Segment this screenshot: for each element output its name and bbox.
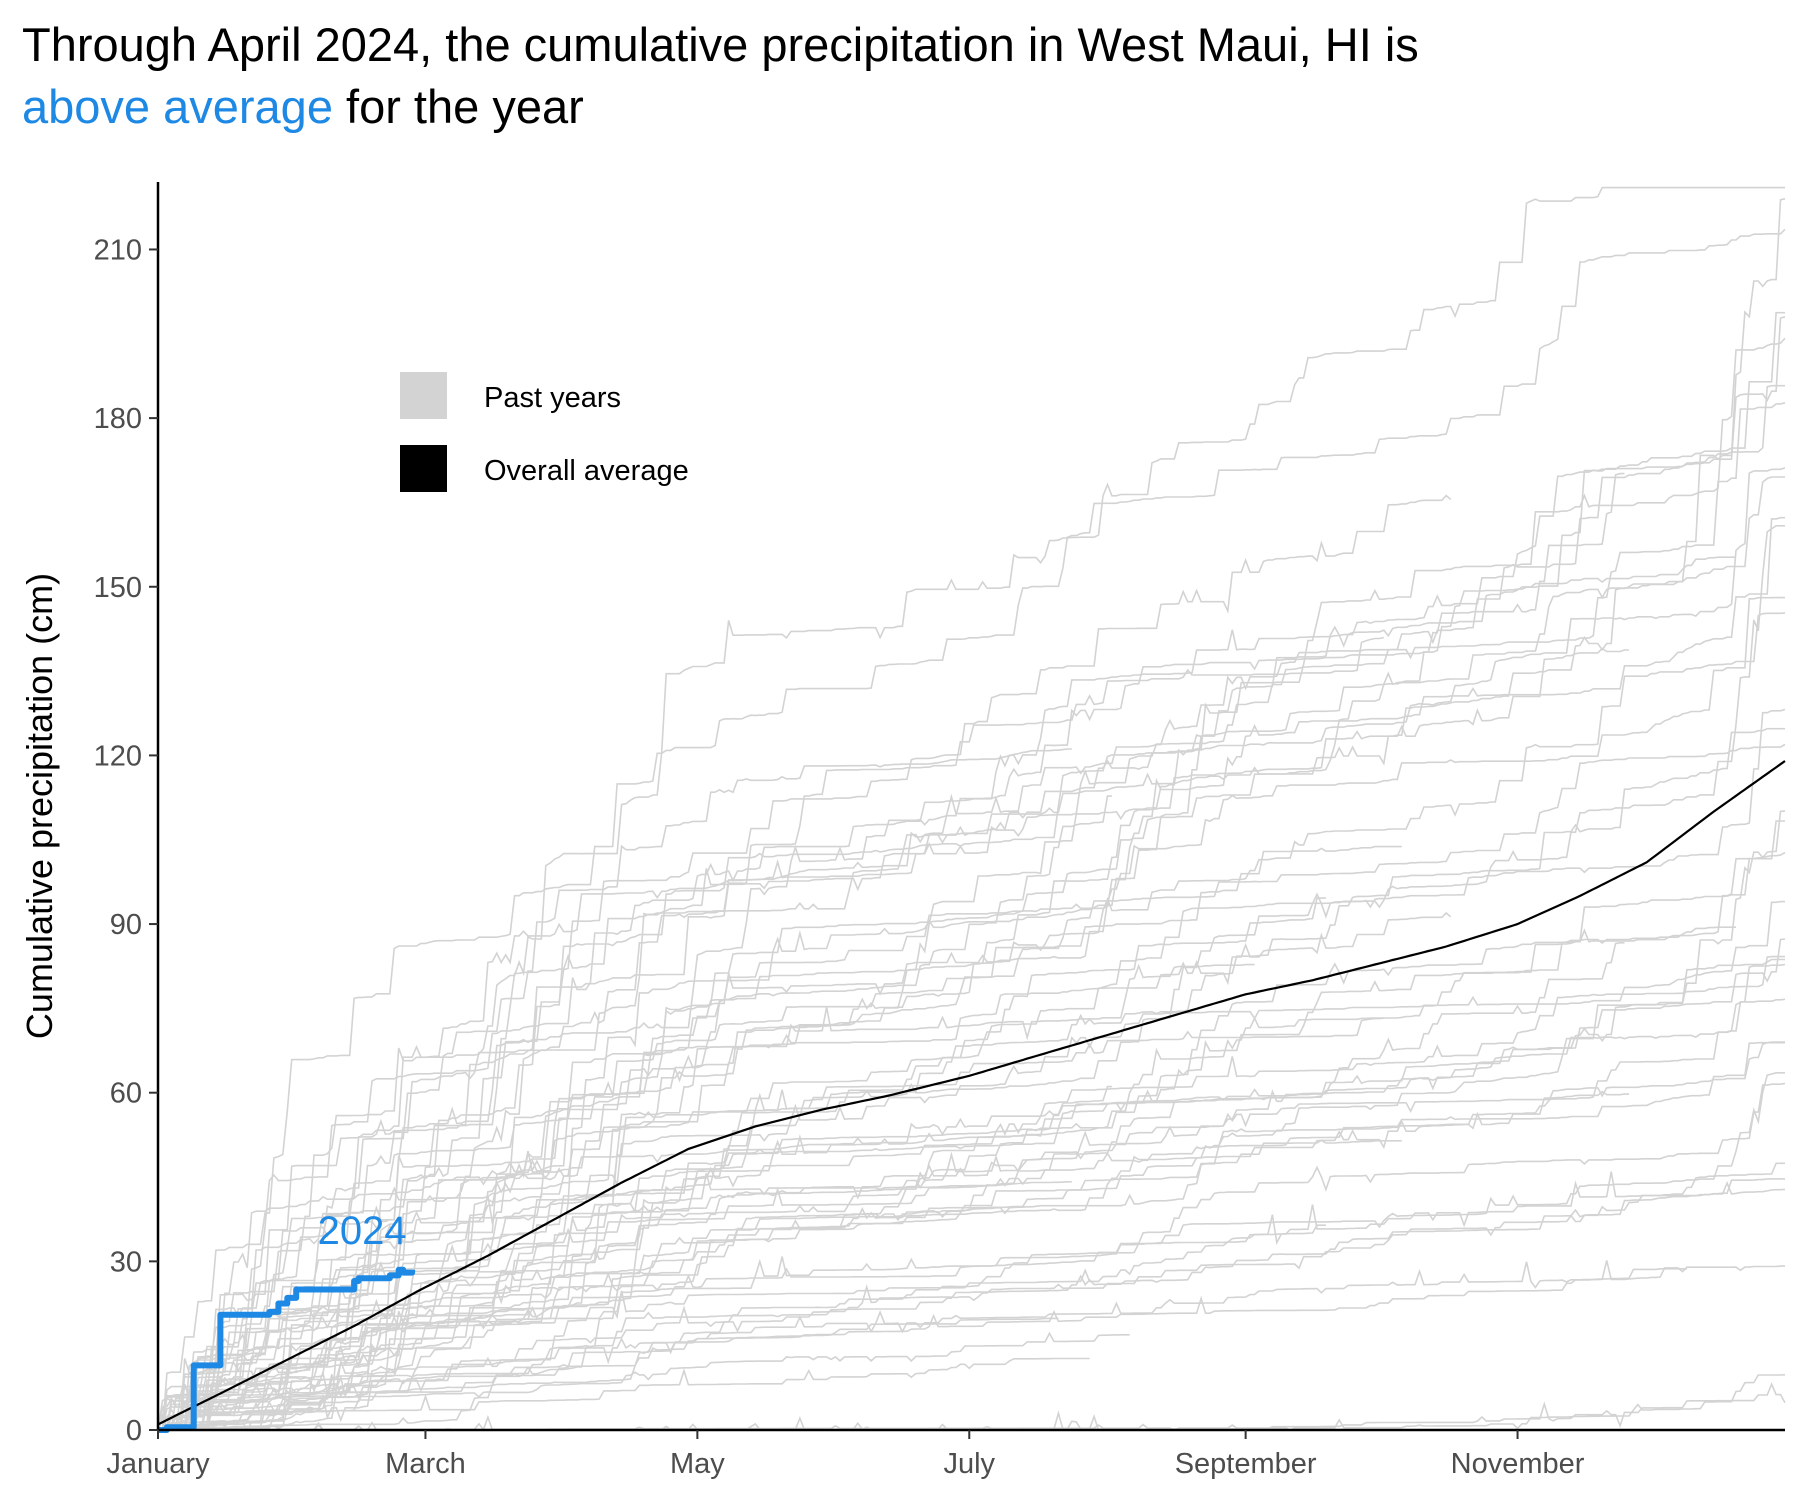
average-line-group bbox=[157, 760, 1786, 1426]
past-year-line bbox=[158, 810, 1786, 1431]
past-year-line bbox=[158, 926, 1736, 1431]
past-year-line bbox=[158, 955, 1785, 1431]
past-year-line bbox=[158, 963, 1786, 1431]
title-highlight: above average bbox=[22, 80, 333, 133]
y-tick-label: 90 bbox=[110, 909, 142, 941]
past-year-line bbox=[158, 647, 1629, 1431]
past-year-line bbox=[158, 900, 1785, 1431]
past-year-line bbox=[158, 1041, 1785, 1431]
past-year-line bbox=[158, 1162, 1785, 1431]
chart-title: Through April 2024, the cumulative preci… bbox=[22, 14, 1782, 138]
past-year-line bbox=[157, 1171, 1786, 1431]
past-year-line bbox=[158, 1082, 1786, 1431]
y-axis-title: Cumulative precipitation (cm) bbox=[19, 573, 60, 1039]
legend-label-past-years: Past years bbox=[484, 382, 621, 414]
past-year-line bbox=[158, 845, 1402, 1431]
x-tick-label: September bbox=[1175, 1448, 1317, 1480]
past-year-line bbox=[158, 596, 1785, 1431]
past-year-line bbox=[158, 198, 1786, 1431]
past-year-line bbox=[158, 402, 1786, 1431]
past-year-line bbox=[158, 1317, 1059, 1431]
past-year-line bbox=[158, 1139, 1402, 1431]
past-year-line bbox=[158, 1261, 1687, 1431]
series-line-overall-average bbox=[157, 760, 1786, 1426]
past-year-line bbox=[157, 636, 1384, 1431]
title-part2: for the year bbox=[332, 80, 584, 133]
y-tick-label: 120 bbox=[94, 740, 142, 772]
past-year-line bbox=[158, 1260, 1785, 1432]
x-tick-label: March bbox=[385, 1448, 466, 1480]
legend-swatch-overall-average bbox=[400, 445, 447, 492]
y-tick-label: 210 bbox=[94, 234, 142, 266]
x-tick-label: July bbox=[943, 1448, 995, 1480]
series-line-2024 bbox=[158, 1266, 416, 1433]
past-year-line bbox=[158, 1178, 1785, 1431]
legend-swatch-past-years bbox=[400, 372, 447, 419]
x-tick-label: January bbox=[106, 1448, 210, 1480]
past-year-line bbox=[158, 1224, 1326, 1431]
past-year-line bbox=[158, 1331, 1130, 1431]
current-year-group: 2024 bbox=[158, 1209, 416, 1433]
annotation-2024: 2024 bbox=[318, 1209, 407, 1253]
axes: 0 30 60 90 120 150 180 210 January March May July Se… bbox=[94, 182, 1785, 1480]
y-tick-label: 30 bbox=[110, 1246, 142, 1278]
past-year-line bbox=[158, 337, 1786, 1431]
legend: Past years Overall average bbox=[400, 372, 689, 492]
past-year-line bbox=[158, 958, 1785, 1431]
past-year-line bbox=[158, 612, 1786, 1431]
past-year-line bbox=[157, 911, 1452, 1431]
past-year-line bbox=[157, 494, 1452, 1431]
past-year-line bbox=[158, 941, 1625, 1431]
past-year-line bbox=[158, 708, 1786, 1431]
past-year-line bbox=[158, 228, 1786, 1431]
title-part1: Through April 2024, the cumulative preci… bbox=[22, 18, 1419, 71]
past-year-line bbox=[158, 556, 1736, 1431]
past-year-line bbox=[158, 472, 1625, 1431]
legend-label-overall-average: Overall average bbox=[484, 455, 689, 487]
y-tick-label: 0 bbox=[126, 1415, 142, 1447]
past-year-line bbox=[158, 516, 1785, 1431]
past-year-line bbox=[158, 963, 1255, 1431]
past-year-line bbox=[158, 186, 1785, 1431]
y-tick-label: 150 bbox=[94, 572, 142, 604]
past-year-line bbox=[158, 524, 1785, 1431]
x-tick-label: November bbox=[1451, 1448, 1585, 1480]
past-year-line bbox=[158, 467, 1786, 1431]
y-tick-label: 180 bbox=[94, 403, 142, 435]
past-year-line bbox=[158, 311, 1785, 1431]
y-tick-label: 60 bbox=[110, 1078, 142, 1110]
past-year-line bbox=[157, 795, 1112, 1431]
past-year-line bbox=[158, 998, 1786, 1431]
past-year-line bbox=[158, 820, 1785, 1431]
x-tick-label: May bbox=[670, 1448, 725, 1480]
